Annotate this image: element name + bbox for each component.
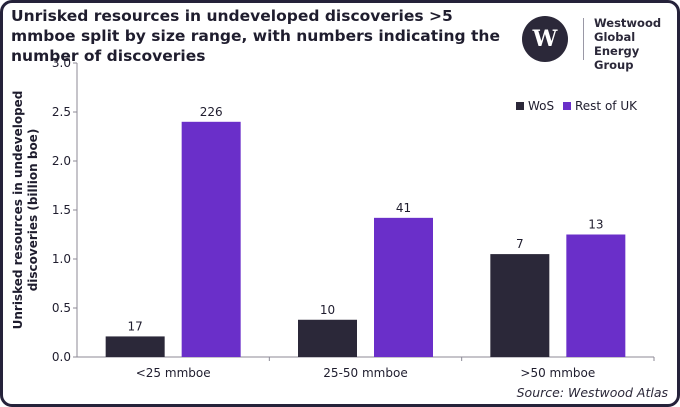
y-tick-label: 2.5 (52, 105, 71, 119)
y-tick-label: 0.0 (52, 350, 71, 364)
westwood-logo: W Westwood Global Energy Group (522, 16, 672, 72)
logo-divider (583, 18, 584, 60)
bar-rest-of-uk (181, 121, 241, 357)
legend-swatch (563, 102, 571, 110)
y-tick-label: 2.0 (52, 154, 71, 168)
bar-wos (105, 336, 165, 357)
legend-swatch (516, 102, 524, 110)
bar-count-label: 10 (320, 303, 335, 317)
bar-wos (298, 319, 357, 357)
chart-title: Unrisked resources in undeveloped discov… (11, 7, 500, 65)
y-tick-label: 1.0 (52, 252, 71, 266)
bar-count-label: 226 (200, 105, 223, 119)
bar-count-label: 41 (396, 201, 411, 215)
source-note: Source: Westwood Atlas (516, 385, 668, 400)
y-axis-label: Unrisked resources in undeveloped (11, 91, 25, 330)
logo-mark-icon: W (522, 16, 568, 62)
y-tick-label: 3.0 (52, 56, 71, 70)
legend-label: Rest of UK (575, 99, 638, 113)
legend-label: WoS (528, 99, 554, 113)
x-tick-label: 25-50 mmboe (323, 366, 407, 380)
bar-rest-of-uk (374, 217, 433, 357)
bar-count-label: 7 (516, 237, 524, 251)
bar-wos (490, 254, 550, 357)
logo-line: Group (594, 58, 634, 72)
bar-count-label: 13 (588, 218, 603, 232)
y-tick-label: 0.5 (52, 301, 71, 315)
bar-rest-of-uk (566, 234, 626, 357)
y-tick-label: 1.5 (52, 203, 71, 217)
logo-text: Westwood Global Energy Group (594, 16, 674, 72)
bar-count-label: 17 (128, 319, 143, 333)
x-tick-label: >50 mmboe (520, 366, 595, 380)
x-tick-label: <25 mmboe (136, 366, 211, 380)
y-axis-label: discoveries (billion boe) (26, 129, 40, 292)
logo-line: Westwood (594, 16, 662, 30)
logo-line: Global Energy (594, 30, 640, 58)
